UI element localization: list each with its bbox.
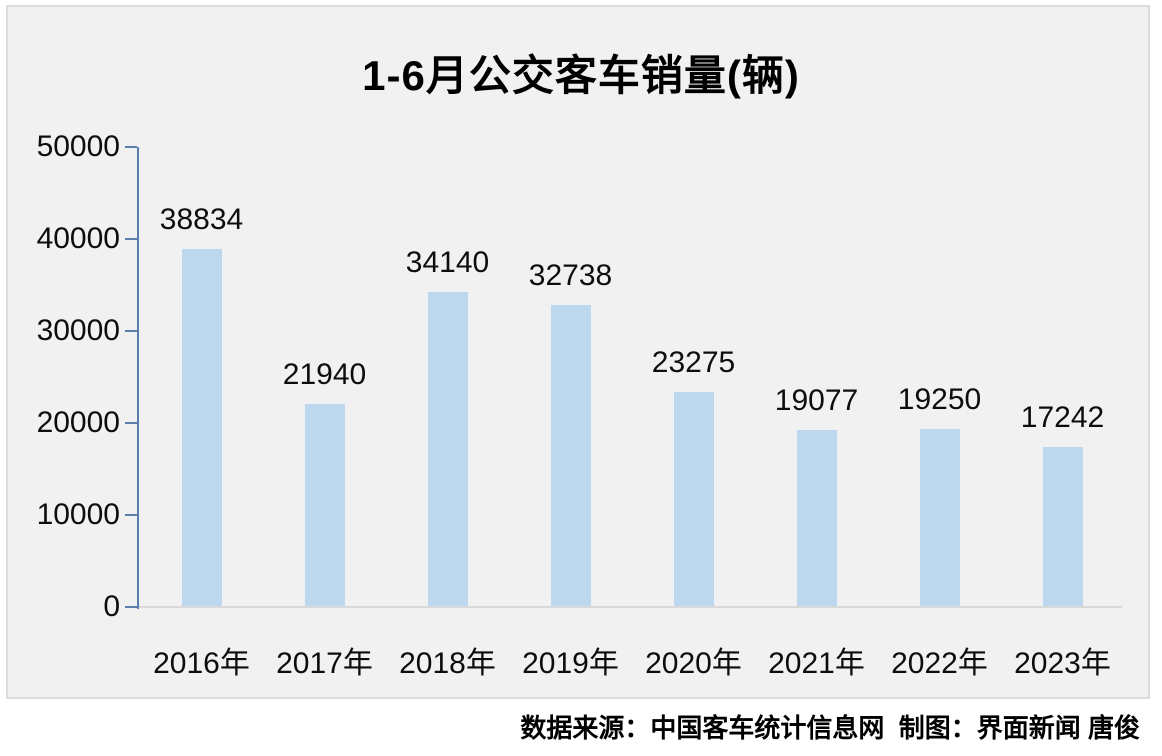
y-axis-line (137, 147, 139, 609)
bar (181, 249, 222, 606)
y-tick-label: 30000 (36, 314, 120, 347)
y-tick-mark (125, 238, 137, 240)
y-tick-mark (125, 146, 137, 148)
y-tick-label: 10000 (36, 498, 120, 531)
bar-value-label: 17242 (1020, 401, 1105, 434)
bar (550, 305, 591, 606)
x-category-label: 2022年 (891, 647, 988, 680)
y-tick-label: 0 (103, 590, 120, 623)
bar-value-label: 38834 (159, 203, 244, 236)
y-tick-label: 50000 (36, 130, 120, 163)
bar (673, 392, 714, 606)
bar-value-label: 19077 (774, 384, 859, 417)
x-category-label: 2016年 (153, 647, 250, 680)
bar-value-label: 21940 (282, 358, 367, 391)
y-tick-mark (125, 422, 137, 424)
bar (304, 404, 345, 606)
bar (427, 292, 468, 606)
bar-value-label: 32738 (528, 259, 613, 292)
x-category-label: 2020年 (645, 647, 742, 680)
chart-title: 1-6月公交客车销量(辆) (362, 52, 800, 99)
y-tick-mark (125, 606, 137, 608)
bar-value-label: 34140 (405, 246, 490, 279)
bar (919, 429, 960, 606)
y-tick-label: 40000 (36, 222, 120, 255)
y-tick-mark (125, 330, 137, 332)
x-category-label: 2018年 (399, 647, 496, 680)
bar-value-label: 23275 (651, 346, 736, 379)
x-category-label: 2019年 (522, 647, 619, 680)
y-tick-mark (125, 514, 137, 516)
y-tick-label: 20000 (36, 406, 120, 439)
x-category-label: 2017年 (276, 647, 373, 680)
x-axis-line (139, 606, 1122, 608)
bar (796, 430, 837, 606)
bar (1042, 447, 1083, 606)
source-credit-line: 数据来源：中国客车统计信息网 制图：界面新闻 唐俊 (520, 713, 1140, 743)
bar-value-label: 19250 (897, 383, 982, 416)
x-category-label: 2023年 (1014, 647, 1111, 680)
x-category-label: 2021年 (768, 647, 865, 680)
